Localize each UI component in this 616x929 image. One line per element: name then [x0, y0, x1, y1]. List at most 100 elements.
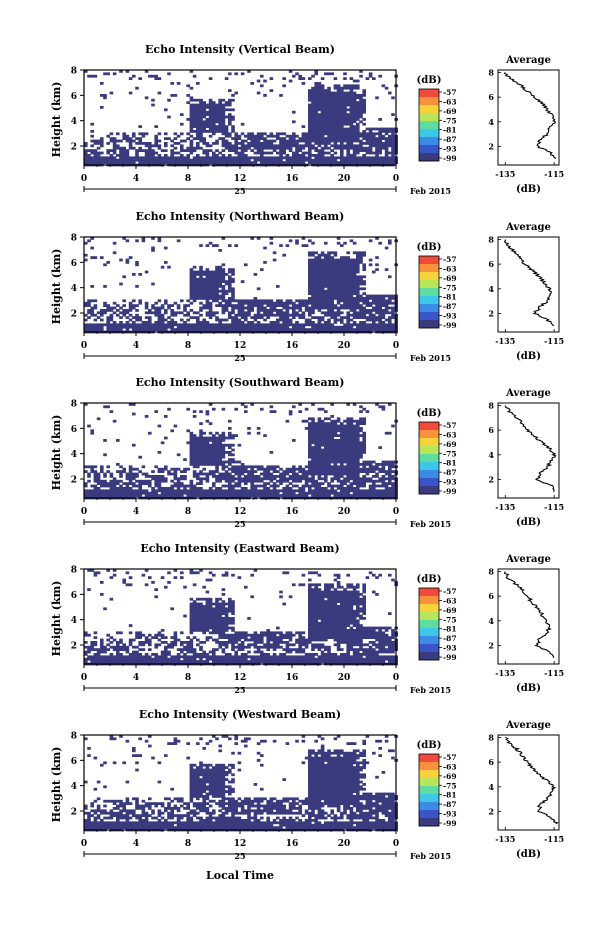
echo-cell: [330, 251, 334, 255]
echo-cell: [317, 323, 322, 327]
echo-cell: [237, 443, 242, 447]
echo-cell: [352, 101, 357, 104]
echo-cell: [208, 463, 213, 466]
echo-cell: [240, 470, 245, 473]
echo-cell: [362, 494, 366, 497]
echo-cell: [349, 309, 354, 312]
echo-cell: [167, 489, 171, 493]
echo-cell: [189, 122, 194, 126]
echo-cell: [314, 458, 318, 461]
echo-cell: [336, 144, 341, 148]
echo-cell: [317, 256, 322, 259]
echo-cell: [93, 325, 98, 329]
echo-cell: [368, 489, 373, 493]
echo-cell: [141, 325, 146, 329]
echo-cell: [250, 137, 254, 140]
echo-cell: [176, 489, 181, 493]
echo-cell: [282, 144, 286, 148]
echo-cell: [266, 491, 270, 495]
echo-cell: [317, 453, 322, 457]
echo-cell: [333, 94, 338, 97]
echo-cell: [125, 158, 130, 162]
echo-cell: [135, 142, 139, 145]
echo-cell: [196, 98, 200, 102]
echo-cell: [228, 156, 232, 160]
echo-cell: [122, 489, 126, 493]
echo-cell: [231, 280, 235, 283]
echo-cell: [244, 316, 248, 319]
echo-cell: [208, 120, 213, 124]
echo-cell: [375, 154, 379, 157]
echo-cell: [228, 313, 232, 317]
echo-cell: [144, 306, 149, 310]
x-tick-label: 16: [286, 507, 299, 517]
echo-cell: [340, 280, 344, 283]
echo-cell: [333, 304, 338, 307]
echo-cell: [282, 151, 286, 155]
echo-cell: [356, 146, 360, 150]
echo-cell: [333, 113, 338, 116]
echo-cell: [327, 482, 331, 485]
echo-cell: [375, 149, 379, 152]
echo-cell: [349, 451, 354, 454]
echo-cell: [263, 137, 267, 140]
echo-cell: [247, 475, 251, 478]
echo-cell: [260, 491, 264, 495]
echo-cell: [183, 470, 187, 473]
echo-cell: [205, 289, 210, 293]
echo-cell: [356, 484, 360, 488]
echo-cell: [215, 142, 219, 145]
echo-cell: [176, 325, 181, 329]
echo-cell: [327, 118, 331, 121]
echo-cell: [170, 484, 174, 488]
echo-cell: [272, 494, 277, 497]
echo-cell: [314, 256, 318, 259]
echo-cell: [336, 268, 341, 271]
echo-cell: [359, 311, 363, 315]
echo-cell: [304, 475, 309, 478]
echo-cell: [327, 94, 331, 97]
echo-cell: [327, 146, 331, 150]
echo-cell: [285, 470, 290, 473]
echo-cell: [298, 154, 302, 157]
echo-cell: [362, 306, 366, 310]
echo-cell: [106, 325, 110, 329]
echo-cell: [391, 154, 395, 157]
echo-cell: [189, 86, 194, 90]
echo-cell: [352, 156, 357, 160]
echo-cell: [349, 98, 354, 102]
echo-cell: [349, 436, 354, 440]
echo-cell: [330, 477, 334, 481]
echo-cell: [151, 158, 155, 162]
echo-cell: [189, 458, 194, 461]
echo-cell: [388, 431, 392, 435]
echo-cell: [250, 304, 254, 307]
echo-cell: [365, 139, 370, 143]
echo-cell: [189, 289, 194, 293]
echo-cell: [365, 494, 370, 497]
echo-cell: [330, 328, 334, 331]
echo-cell: [228, 285, 232, 288]
echo-cell: [272, 325, 277, 329]
echo-cell: [381, 316, 386, 319]
echo-cell: [212, 280, 216, 283]
echo-cell: [215, 446, 219, 449]
echo-cell: [317, 130, 322, 133]
echo-cell: [128, 467, 133, 471]
echo-cell: [218, 158, 222, 162]
echo-cell: [320, 91, 325, 95]
echo-cell: [228, 489, 232, 493]
echo-cell: [160, 470, 165, 473]
echo-cell: [106, 156, 110, 160]
echo-cell: [205, 436, 210, 440]
echo-cell: [100, 325, 104, 329]
echo-cell: [359, 134, 363, 138]
echo-cell: [282, 149, 286, 152]
echo-cell: [352, 161, 357, 164]
echo-cell: [164, 309, 168, 312]
echo-cell: [336, 103, 341, 107]
echo-cell: [352, 304, 357, 307]
echo-cell: [109, 487, 114, 490]
echo-cell: [100, 158, 104, 162]
echo-cell: [317, 407, 322, 411]
